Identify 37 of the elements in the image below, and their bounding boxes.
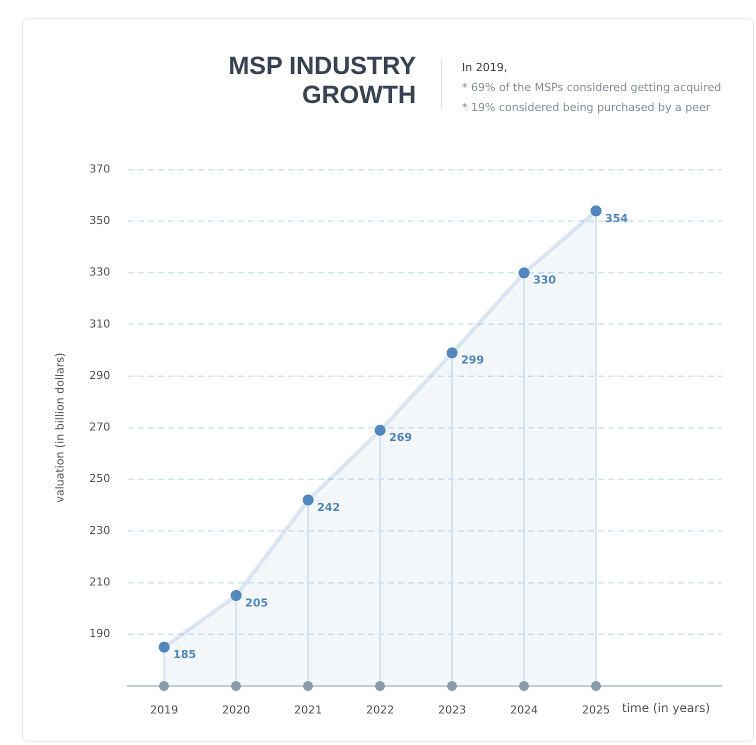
point: [302, 494, 314, 506]
x-tick-label: 2021: [294, 703, 322, 716]
data-label: 354: [605, 212, 628, 225]
x-tick-label: 2023: [438, 703, 466, 716]
x-axis-title: time (in years): [622, 701, 710, 715]
point: [158, 642, 170, 653]
text: * 69% of the MSPs considered getting acquired: [462, 80, 722, 96]
y-tick-label: 350: [89, 214, 110, 228]
y-tick-label: 310: [89, 317, 110, 330]
y-tick-label: 270: [89, 420, 110, 434]
data-label: 269: [389, 431, 412, 444]
y-axis-title: valuation (in billion dollars): [53, 352, 66, 503]
y-tick-label: 210: [89, 575, 110, 588]
chart-title: MSP INDUSTRY GROWTH: [227, 52, 416, 110]
y-tick-label: 190: [89, 627, 110, 640]
data-label: 205: [245, 596, 268, 610]
x-tick-label: 2019: [150, 703, 178, 716]
y-tick-label: 330: [89, 266, 110, 279]
x-tick-label: 2020: [222, 703, 250, 716]
data-label: 185: [173, 648, 196, 661]
y-tick-label: 250: [89, 472, 110, 486]
point: [446, 347, 458, 358]
y-tick-label: 370: [89, 162, 110, 176]
x-tick-label: 2025: [582, 703, 610, 716]
point: [374, 424, 386, 436]
x-tick-label: 2024: [510, 703, 538, 716]
data-label: 242: [317, 500, 340, 514]
y-tick-label: 230: [89, 524, 110, 537]
data-label: 299: [461, 354, 484, 367]
y-tick-label: 290: [89, 368, 110, 382]
text: * 19% considered being purchased by a peer: [462, 100, 712, 116]
point: [590, 205, 602, 216]
data-label: 330: [533, 274, 556, 287]
point: [518, 267, 530, 278]
x-tick-label: 2022: [366, 703, 394, 716]
text: In 2019,: [462, 60, 508, 76]
point: [230, 590, 242, 601]
